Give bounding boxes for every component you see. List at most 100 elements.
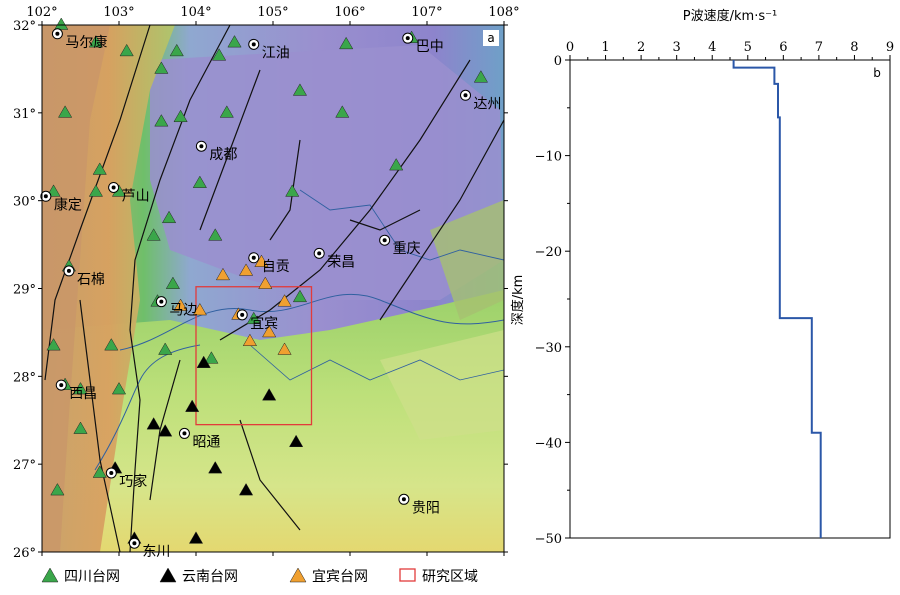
legend-label: 宜宾台网 <box>312 569 368 585</box>
city-label: 达州 <box>474 96 502 112</box>
lon-tick-label: 107° <box>411 5 442 20</box>
sichuan-station-marker <box>473 70 488 83</box>
city-label: 巧家 <box>119 473 147 490</box>
legend-rect-icon <box>399 568 416 582</box>
sichuan-station-marker <box>285 184 300 197</box>
x-tick-label: 4 <box>708 40 716 55</box>
x-tick-label: 9 <box>886 40 894 55</box>
y-tick-label: −50 <box>535 532 562 547</box>
city-marker-dot <box>240 312 245 317</box>
lon-tick-label: 102° <box>26 5 57 20</box>
city-marker-dot <box>317 251 322 256</box>
sichuan-station-marker <box>292 83 308 96</box>
sichuan-station-marker <box>92 162 107 175</box>
sichuan-station-marker <box>119 43 134 57</box>
city-marker-dot <box>59 383 64 388</box>
city-marker-dot <box>132 541 137 546</box>
city-label: 巴中 <box>416 39 444 55</box>
sichuan-station-marker <box>246 311 261 325</box>
sichuan-station-marker <box>208 228 223 241</box>
lat-tick-label: 30° <box>13 195 36 210</box>
sichuan-station-marker <box>50 483 65 496</box>
city-marker-dot <box>251 255 256 260</box>
city-label: 宜宾 <box>250 316 278 332</box>
sichuan-station-marker <box>73 421 88 434</box>
x-tick-label: 8 <box>850 40 858 55</box>
yibin-station-marker <box>242 333 257 346</box>
yibin-station-marker <box>173 298 188 311</box>
chart-frame <box>569 59 891 539</box>
sichuan-station-marker <box>111 382 127 395</box>
x-tick-label: 6 <box>779 40 787 55</box>
city-label: 石棉 <box>77 271 105 288</box>
panel-label-b: b <box>873 66 881 80</box>
city-label: 康定 <box>54 196 82 213</box>
legend-triangle-icon <box>289 567 307 583</box>
lat-tick-label: 32° <box>13 19 36 34</box>
yibin-station-marker <box>277 294 292 307</box>
sichuan-station-marker <box>169 43 184 57</box>
legend-triangle-icon <box>41 567 59 583</box>
x-tick-label: 7 <box>815 40 823 55</box>
y-tick-label: −20 <box>535 245 562 260</box>
city-label: 成都 <box>209 147 237 163</box>
lat-tick-label: 29° <box>13 283 36 298</box>
yunnan-station-marker <box>185 399 200 412</box>
chart-ticks: 0 1 2 3 4 5 6 7 8 9 0 −10 −20 −30 −40 −50 <box>535 40 895 547</box>
yunnan-station-marker <box>158 424 173 437</box>
sichuan-station-marker <box>88 184 103 197</box>
y-tick-label: −30 <box>535 341 562 356</box>
sichuan-station-marker <box>46 338 61 351</box>
sichuan-station-marker <box>92 465 107 478</box>
legend-triangle-icon <box>159 567 177 583</box>
yibin-station-marker <box>238 263 254 276</box>
city-label: 贵阳 <box>412 500 440 516</box>
study-area-rectangle <box>195 286 313 426</box>
yibin-station-marker <box>192 302 207 316</box>
sichuan-station-marker <box>161 210 177 224</box>
x-axis-title: P波速度/km·s⁻¹ <box>683 8 777 24</box>
velocity-series-line <box>732 60 822 538</box>
sichuan-station-marker <box>173 109 188 123</box>
sichuan-station-marker <box>154 61 169 74</box>
sichuan-station-marker <box>165 276 180 289</box>
lat-tick-label: 26° <box>13 546 36 561</box>
station-layer <box>46 17 488 544</box>
legend: 四川台网 云南台网 宜宾台网 研究区域 <box>41 567 478 585</box>
lat-tick-label: 31° <box>13 107 36 122</box>
city-label: 江油 <box>262 45 290 61</box>
x-tick-label: 1 <box>601 40 609 55</box>
y-axis-title: 深度/km <box>510 275 526 326</box>
yibin-station-marker <box>277 342 292 355</box>
sichuan-station-marker <box>339 36 354 50</box>
lon-tick-label: 108° <box>488 5 519 20</box>
city-label: 重庆 <box>393 241 421 257</box>
x-tick-label: 0 <box>566 40 574 55</box>
city-label: 芦山 <box>122 188 150 204</box>
yunnan-station-marker <box>196 355 211 368</box>
topography-background <box>42 25 504 552</box>
yunnan-station-marker <box>238 483 254 496</box>
yunnan-station-marker <box>146 417 161 430</box>
sichuan-station-marker <box>73 382 88 395</box>
yibin-station-marker <box>258 276 273 289</box>
city-marker-dot <box>405 36 410 41</box>
sichuan-station-marker <box>192 175 207 188</box>
x-tick-label: 5 <box>744 40 752 55</box>
city-marker-dot <box>159 299 164 304</box>
sichuan-station-marker <box>58 105 73 118</box>
city-marker-dot <box>55 31 60 36</box>
lon-tick-label: 105° <box>257 5 288 20</box>
city-label: 马尔康 <box>65 34 107 51</box>
sichuan-station-marker <box>389 158 404 171</box>
yunnan-station-marker <box>208 461 223 474</box>
sichuan-station-marker <box>212 48 227 61</box>
sichuan-station-marker <box>292 289 308 303</box>
yibin-station-marker <box>215 267 231 281</box>
x-tick-label: 3 <box>673 40 681 55</box>
legend-label: 云南台网 <box>182 569 238 585</box>
legend-label: 四川台网 <box>64 569 120 585</box>
yunnan-station-marker <box>289 434 304 448</box>
